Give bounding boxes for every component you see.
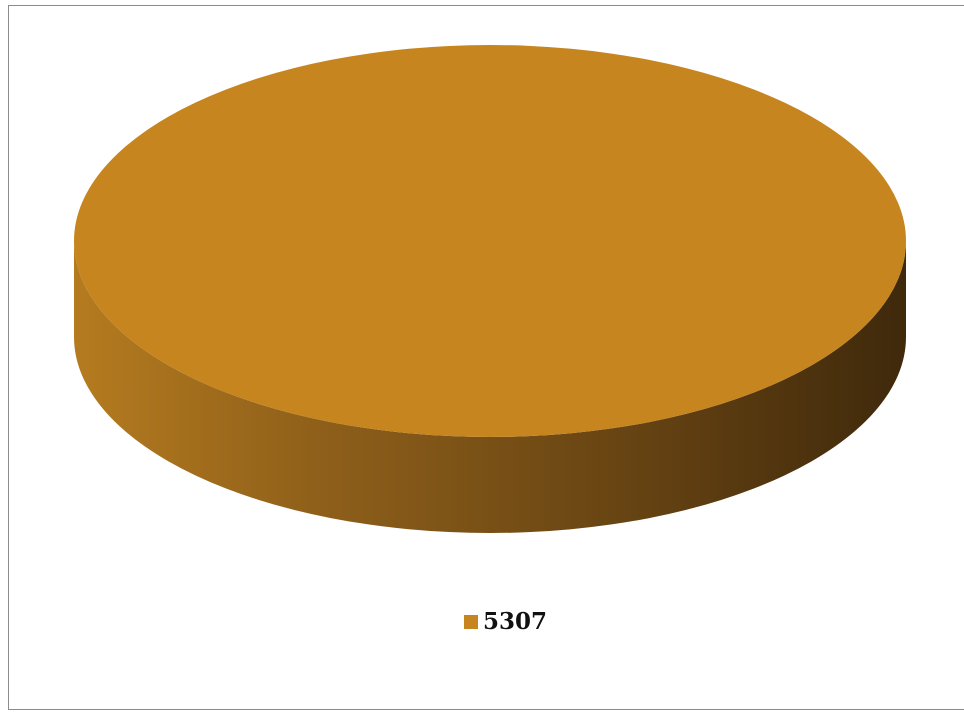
legend-swatch	[464, 615, 478, 629]
pie-slices	[74, 45, 906, 533]
pie-slice-top	[74, 45, 906, 437]
pie-slice-side	[74, 241, 906, 533]
legend-label: 5307	[483, 608, 548, 635]
legend: 5307	[464, 608, 547, 636]
